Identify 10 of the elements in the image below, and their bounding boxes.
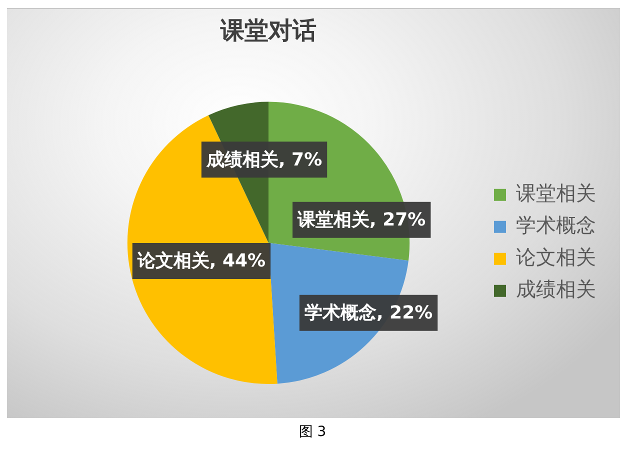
data-label: 学术概念, 22% bbox=[304, 302, 433, 324]
legend-label: 成绩相关 bbox=[516, 277, 596, 302]
data-label: 课堂相关, 27% bbox=[296, 210, 426, 231]
legend-label: 论文相关 bbox=[516, 245, 596, 270]
legend-label: 课堂相关 bbox=[516, 181, 596, 206]
data-label: 论文相关, 44% bbox=[136, 250, 266, 272]
data-label: 成绩相关, 7% bbox=[205, 149, 322, 170]
caption: 图 3 bbox=[298, 423, 326, 441]
chart-title: 课堂对话 bbox=[220, 16, 316, 45]
legend-label: 学术概念 bbox=[516, 213, 596, 238]
